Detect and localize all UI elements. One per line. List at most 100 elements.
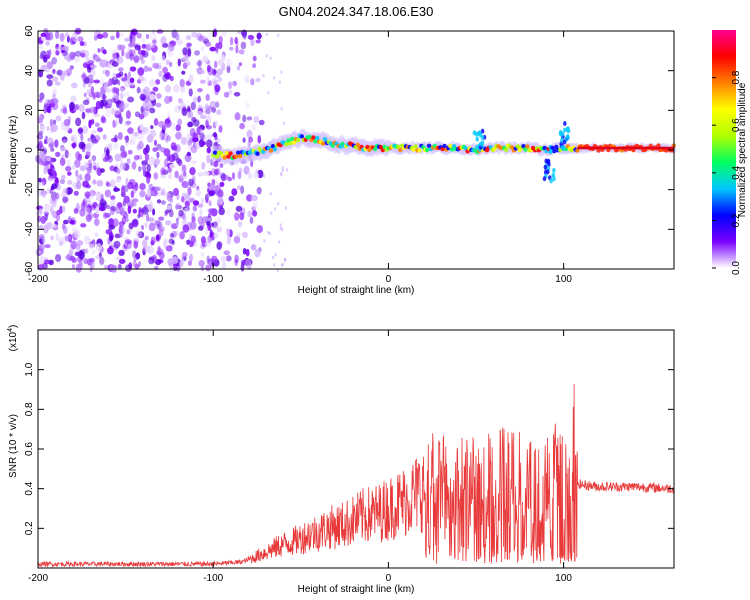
spectrogram-noise-cell (104, 87, 112, 93)
spectrogram-noise-cell (87, 159, 92, 167)
spectrogram-core (525, 144, 530, 149)
spectrogram-noise-cell (194, 50, 201, 56)
spectrogram-noise-cell (170, 122, 177, 132)
spectrogram-noise-cell (252, 201, 258, 209)
spectrogram-noise-cell (141, 37, 146, 44)
spectrogram-noise-cell (85, 150, 91, 158)
spectrogram-noise-cell (112, 87, 120, 93)
spectrogram-noise-cell (123, 91, 130, 97)
spectrogram-noise-cell (117, 44, 123, 51)
spectrogram-noise-cell (134, 111, 141, 118)
spectrogram-noise-cell (120, 151, 128, 159)
spectrogram-noise-speck (276, 268, 279, 272)
spectrogram-noise-cell (156, 151, 160, 159)
spectrogram-signal-track (210, 121, 677, 184)
spectrogram-noise-cell (85, 57, 91, 65)
spectrogram-noise-cell (135, 252, 141, 260)
snr-y-tick-label: 0.4 (24, 481, 35, 495)
spectrogram-noise-speck (278, 80, 281, 84)
spectrogram-noise-cell (195, 141, 200, 149)
spectrogram-noise-cell (175, 204, 179, 210)
spectrogram-noise-cell (73, 55, 80, 63)
spectrogram-noise-cell (37, 181, 45, 187)
spectrogram-noise-cell (146, 134, 154, 143)
spectrogram-noise-cell (179, 231, 185, 240)
spectrogram-noise-cell (167, 258, 173, 266)
spectrogram-noise-cell (97, 48, 101, 53)
spectrogram-noise-cell (159, 222, 163, 230)
spectrogram-noise-cell (61, 174, 66, 180)
spectrogram-noise-cell (92, 93, 96, 100)
spectrogram-noise-cell (67, 116, 72, 122)
spectrogram-noise-cell (192, 205, 198, 212)
spectrogram-noise-cell (79, 263, 84, 269)
spectrogram-noise-cell (137, 67, 145, 76)
spectrogram-noise-cell (89, 68, 96, 77)
spectrogram-noise-cell (40, 32, 47, 38)
spectrogram-noise-cell (250, 38, 255, 47)
spectrogram-noise-cell (61, 70, 68, 77)
spectrogram-noise-cell (205, 125, 212, 130)
spectrogram-noise-cell (77, 128, 83, 133)
spectrogram-core (313, 139, 318, 144)
spectrogram-noise-cell (132, 218, 139, 226)
spectrogram-y-tick-label: -20 (24, 182, 35, 197)
spectrogram-noise-cell (154, 139, 157, 146)
spectrogram-noise-cell (105, 182, 112, 187)
spectrogram-noise-cell (55, 115, 62, 122)
spectrogram-noise-cell (195, 189, 201, 197)
spectrogram-noise-cell (211, 221, 218, 229)
spectrogram-core (504, 147, 509, 152)
spectrogram-noise-cell (127, 96, 135, 103)
spectrogram-x-tick-label: 100 (555, 274, 572, 285)
spectrogram-noise-cell (201, 141, 206, 146)
spectrogram-noise-cell (186, 110, 192, 118)
spectrogram-noise-cell (244, 75, 250, 84)
spectrogram-noise-cell (181, 251, 188, 257)
spectrogram-noise-cell (155, 79, 161, 85)
spectrogram-noise-cell (240, 263, 245, 272)
spectrogram-noise-cell (67, 171, 72, 176)
spectrogram-noise-cell (79, 41, 85, 47)
spectrogram-noise-cell (86, 199, 92, 206)
spectrogram-noise-cell (144, 222, 148, 228)
spectrogram-noise-cell (218, 207, 225, 216)
spectrogram-noise-cell (188, 178, 194, 187)
spectrogram-noise-cell (215, 216, 222, 224)
spectrogram-noise-cell (79, 249, 83, 256)
spectrogram-noise-cell (124, 217, 129, 222)
spectrogram-noise-cell (94, 56, 102, 64)
spectrogram-noise-cell (64, 149, 69, 159)
spectrogram-noise-cell (239, 122, 245, 130)
spectrogram-noise-cell (139, 123, 144, 131)
spectrogram-noise-cell (209, 46, 217, 52)
spectrogram-noise-cell (102, 134, 107, 140)
spectrogram-noise-cell (119, 87, 125, 92)
snr-series-line (38, 383, 675, 568)
spectrogram-noise-cell (145, 43, 152, 51)
spectrogram-noise-cell (120, 207, 125, 216)
spectrogram-noise-cell (157, 191, 165, 196)
spectrogram-noise-cell (217, 59, 222, 66)
spectrogram-noise-cell (121, 216, 127, 225)
spectrogram-noise-cell (236, 232, 241, 237)
spectrogram-noise-cell (49, 119, 54, 127)
spectrogram-core (320, 141, 326, 146)
spectrogram-noise-cell (94, 122, 100, 128)
spectrogram-noise-cell (138, 208, 144, 218)
spectrogram-noise-cell (119, 224, 125, 231)
spectrogram-noise-cell (252, 63, 257, 69)
spectrogram-noise-cell (141, 224, 144, 231)
snr-x-ticks: -200 -100 0 100 (28, 330, 572, 584)
spectrogram-noise-cell (100, 116, 107, 124)
spectrogram-noise-cell (101, 99, 108, 107)
spectrogram-noise-cell (158, 70, 163, 78)
spectrogram-noise-cell (150, 236, 156, 245)
spectrogram-noise-cell (213, 232, 219, 239)
spectrogram-noise-cell (121, 49, 125, 57)
spectrogram-noise-cell (70, 240, 77, 250)
spectrogram-noise-cell (88, 74, 94, 80)
spectrogram-noise-cell (105, 109, 112, 117)
spectrogram-core (575, 148, 580, 153)
spectrogram-noise-field (34, 27, 289, 273)
